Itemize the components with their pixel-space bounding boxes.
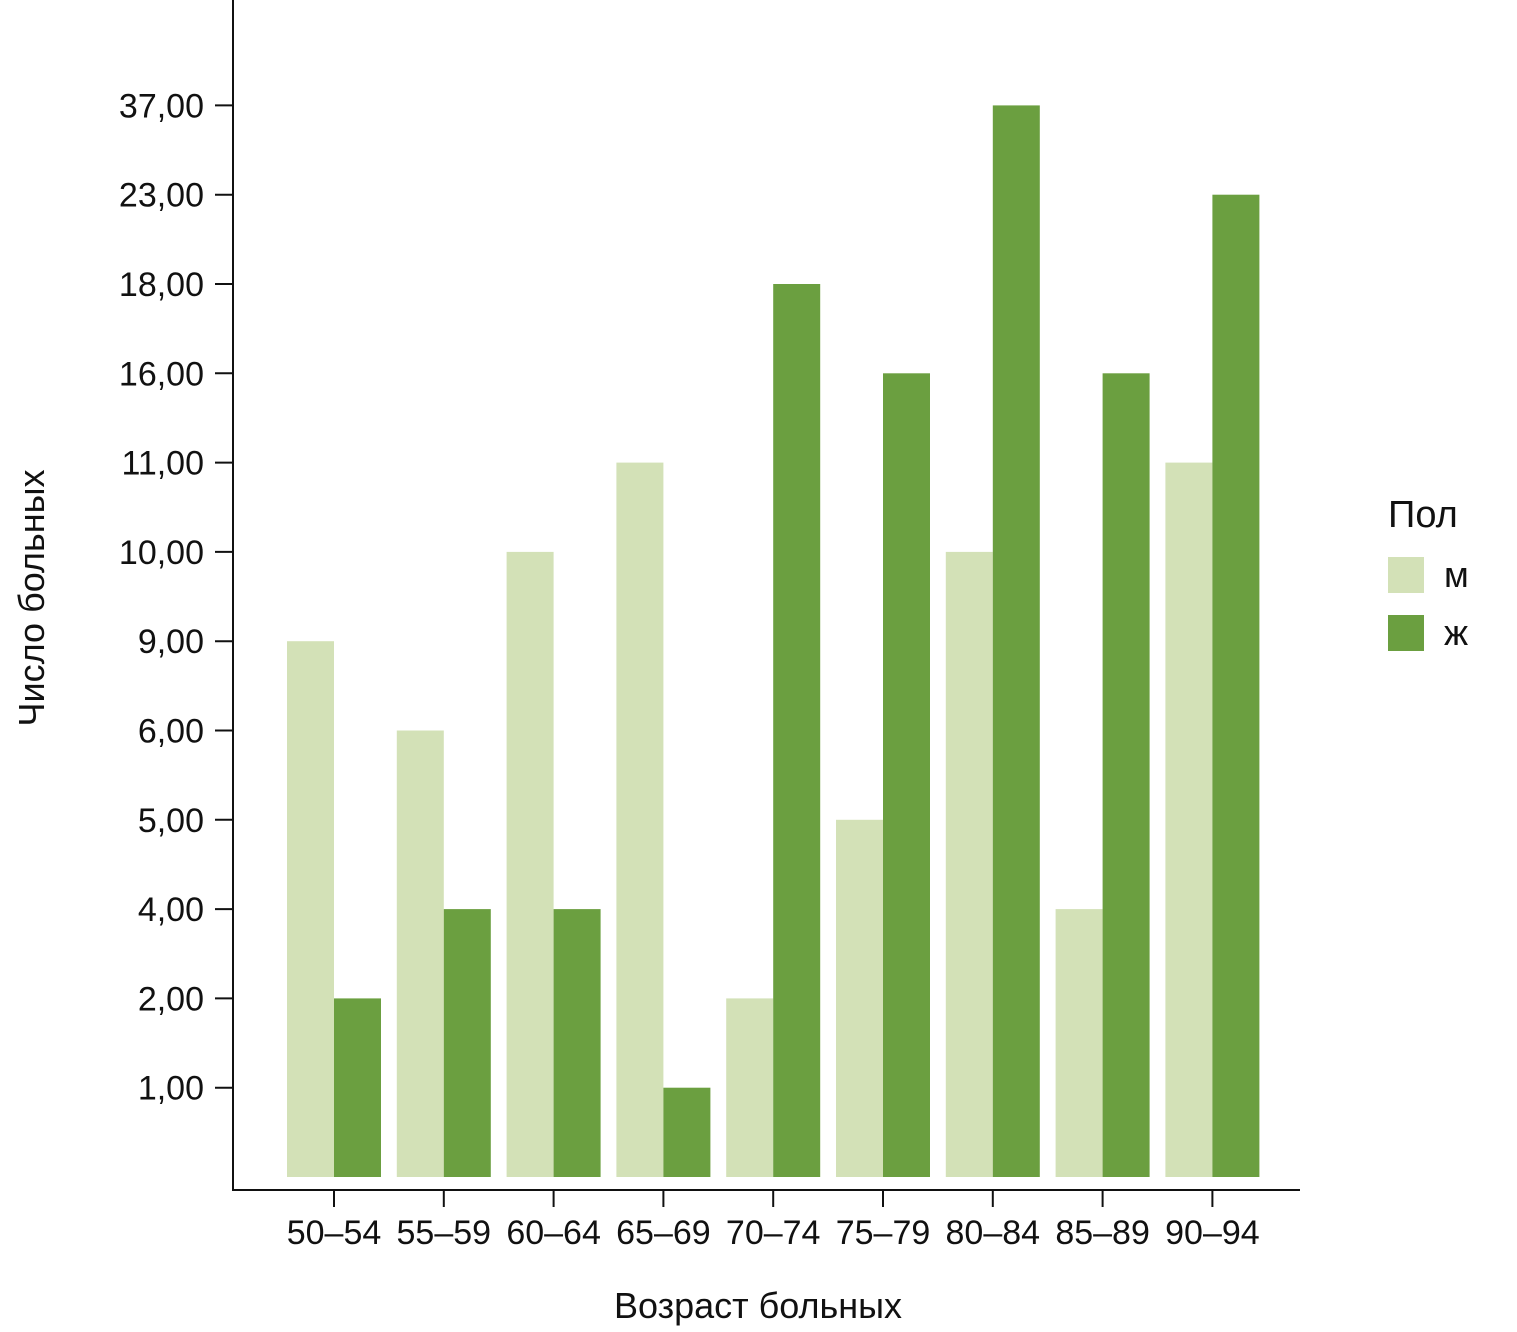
y-tick-label: 4,00	[138, 891, 204, 929]
bar-m-75–79	[836, 819, 883, 1177]
legend-swatch	[1388, 615, 1424, 651]
bar-m-50–54	[287, 641, 334, 1177]
y-tick-label: 2,00	[138, 980, 204, 1018]
y-tick-label: 16,00	[119, 355, 204, 393]
y-tick-label: 1,00	[138, 1070, 204, 1108]
y-tick-label: 9,00	[138, 623, 204, 661]
bar-zh-85–89	[1102, 373, 1150, 1177]
bar-zh-90–94	[1212, 194, 1260, 1177]
y-axis-title: Число больных	[11, 470, 52, 727]
bar-zh-60–64	[553, 909, 601, 1177]
y-tick-label: 10,00	[119, 534, 204, 572]
legend-title: Пол	[1388, 494, 1458, 536]
bar-m-65–69	[616, 462, 664, 1178]
y-tick-label: 6,00	[138, 713, 204, 751]
y-ticks-group: 1,00 2,00 4,00 5,00 6,00 9,00 10,00 11,00 16,00 1…	[119, 87, 233, 1108]
bar-m-55–59	[396, 730, 444, 1177]
axes-group	[232, 0, 1300, 1191]
y-tick-label: 11,00	[121, 445, 204, 483]
bar-m-80–84	[945, 551, 993, 1177]
legend-swatch	[1388, 557, 1424, 593]
y-tick-label: 5,00	[138, 802, 204, 840]
x-tick-label: 70–74	[726, 1214, 821, 1252]
x-tick-label: 80–84	[946, 1214, 1041, 1252]
bar-zh-75–79	[883, 373, 930, 1177]
legend: Пол мж	[1388, 494, 1469, 653]
bar-zh-55–59	[443, 909, 491, 1177]
bar-zh-50–54	[334, 998, 381, 1177]
x-tick-label: 65–69	[616, 1214, 711, 1252]
y-tick-label: 23,00	[119, 177, 204, 215]
bars-group	[287, 105, 1260, 1178]
x-tick-label: 85–89	[1055, 1214, 1150, 1252]
bar-zh-70–74	[773, 284, 821, 1177]
x-ticks-group: 50–54 55–59 60–64 65–69 70–74 75–79 80–84 85–89…	[287, 1190, 1260, 1252]
y-tick-label: 37,00	[119, 87, 204, 125]
y-tick-label: 18,00	[119, 266, 204, 304]
x-tick-label: 90–94	[1165, 1214, 1260, 1252]
x-axis-title: Возраст больных	[614, 1285, 902, 1326]
bar-m-70–74	[726, 998, 774, 1177]
legend-label: м	[1444, 554, 1469, 595]
x-tick-label: 50–54	[287, 1214, 382, 1252]
bar-zh-65–69	[663, 1087, 711, 1177]
bar-zh-80–84	[992, 105, 1040, 1177]
legend-label: ж	[1444, 612, 1468, 653]
x-tick-label: 55–59	[397, 1214, 492, 1252]
bar-m-90–94	[1165, 462, 1213, 1178]
bar-m-85–89	[1055, 909, 1103, 1177]
x-tick-label: 60–64	[506, 1214, 601, 1252]
bar-m-60–64	[506, 551, 554, 1177]
x-tick-label: 75–79	[836, 1214, 931, 1252]
